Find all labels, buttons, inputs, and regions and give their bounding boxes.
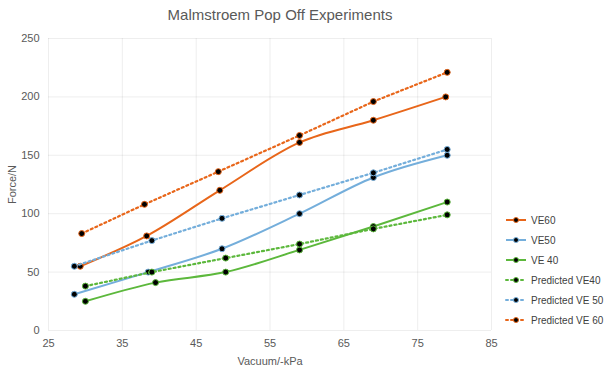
svg-text:200: 200 <box>21 90 39 102</box>
html-text:Predicted VE40: Predicted VE40 <box>531 274 601 286</box>
svg-text:150: 150 <box>21 149 39 161</box>
html-text:VE50: VE50 <box>531 234 556 246</box>
svg-text:45: 45 <box>190 337 202 349</box>
svg-text:35: 35 <box>116 337 128 349</box>
html-text:Malmstroem Pop Off Experiments: Malmstroem Pop Off Experiments <box>167 6 393 23</box>
svg-text:65: 65 <box>338 337 350 349</box>
svg-text:50: 50 <box>27 266 39 278</box>
svg-text:100: 100 <box>21 207 39 219</box>
svg-text:25: 25 <box>42 337 54 349</box>
svg-text:Force/N: Force/N <box>6 165 18 204</box>
html-text:Predicted VE 60: Predicted VE 60 <box>531 314 604 326</box>
html-text:VE 40: VE 40 <box>531 254 559 266</box>
html-text:Predicted VE 50: Predicted VE 50 <box>531 294 604 306</box>
html-text:VE60: VE60 <box>531 214 556 226</box>
svg-text:75: 75 <box>412 337 424 349</box>
svg-text:250: 250 <box>21 32 39 44</box>
svg-text:0: 0 <box>33 324 39 336</box>
svg-text:Vacuum/-kPa: Vacuum/-kPa <box>237 355 303 367</box>
svg-text:85: 85 <box>485 337 497 349</box>
svg-text:55: 55 <box>264 337 276 349</box>
